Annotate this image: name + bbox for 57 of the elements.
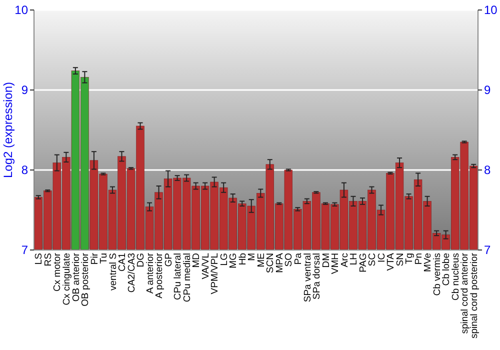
x-tick-label: ventral S (108, 253, 119, 290)
x-tick-label: A posterior (154, 253, 166, 298)
x-tick-label: LG (218, 253, 230, 266)
y2-tick-label: 9 (484, 83, 491, 98)
x-tick-label: SN (394, 252, 406, 266)
x-tick-label: PAG (358, 253, 369, 272)
x-tick-label: OB posterior (80, 253, 92, 306)
x-tick-label: Cx cingulate (62, 253, 72, 306)
x-tick-label: Cb nucleus (450, 252, 462, 301)
x-tick-label: CA1 (117, 253, 128, 272)
x-tick-label: CPu medial (182, 253, 193, 302)
x-tick-label: MD (191, 252, 202, 268)
x-tick-label: SC (367, 252, 378, 266)
x-tick-label: SCN (265, 252, 276, 274)
x-tick-label: MPA (274, 252, 286, 273)
y-axis-title: Log2 (expression) (1, 82, 15, 178)
y2-tick-label: 8 (484, 163, 491, 178)
x-tick-label: SPa ventral (302, 253, 314, 302)
y2-tick-label: 10 (484, 3, 498, 18)
x-tick-label: LS (34, 253, 45, 265)
x-tick-label: MVe (422, 253, 434, 272)
x-tick-label: Cx motor (52, 253, 64, 292)
y-tick-label: 10 (14, 3, 28, 18)
x-tick-label: DG (136, 253, 147, 268)
y-tick-label: 7 (21, 243, 28, 258)
x-tick-label: spinal cord posterior (468, 253, 480, 339)
x-tick-label: Arc (339, 252, 350, 268)
x-tick-label: Pn (413, 253, 424, 265)
x-tick-label: VTA (386, 252, 397, 271)
y-tick-label: 9 (21, 83, 28, 98)
x-tick-label: Tg (404, 253, 416, 264)
x-tick-label: M (246, 252, 258, 261)
x-tick-label: DM (320, 252, 332, 268)
y-tick-label: 8 (21, 163, 28, 178)
y2-tick-label: 7 (484, 243, 491, 258)
x-tick-label: GP (163, 253, 174, 267)
x-tick-label: VMH (330, 252, 342, 274)
x-tick-label: IC (376, 252, 388, 262)
x-tick-label: SPa dorsal (312, 253, 323, 300)
x-tick-label: Pir (89, 253, 100, 265)
x-tick-label: VA/VL (200, 253, 212, 280)
x-tick-label: LH (348, 252, 360, 266)
x-tick-label: CA2/CA3 (126, 253, 138, 293)
x-tick-label: SO (284, 253, 295, 267)
x-tick-label: VPM/VPL (210, 253, 221, 294)
x-tick-label: RS (42, 253, 54, 266)
x-tick-label: spinal cord anterior (460, 253, 471, 334)
x-tick-label: A anterior (144, 253, 156, 294)
x-tick-label: ME (256, 253, 267, 268)
x-tick-label: Cb vermis (432, 252, 443, 296)
x-tick-label: MG (228, 253, 240, 268)
x-tick-label: Tu (98, 253, 110, 264)
x-tick-label: CPu lateral (172, 253, 184, 300)
x-tick-label: Pa (292, 252, 304, 265)
x-tick-label: OB anterior (70, 253, 82, 302)
x-tick-label: Hb (237, 253, 248, 266)
x-tick-label: Cb lobe (441, 253, 452, 286)
